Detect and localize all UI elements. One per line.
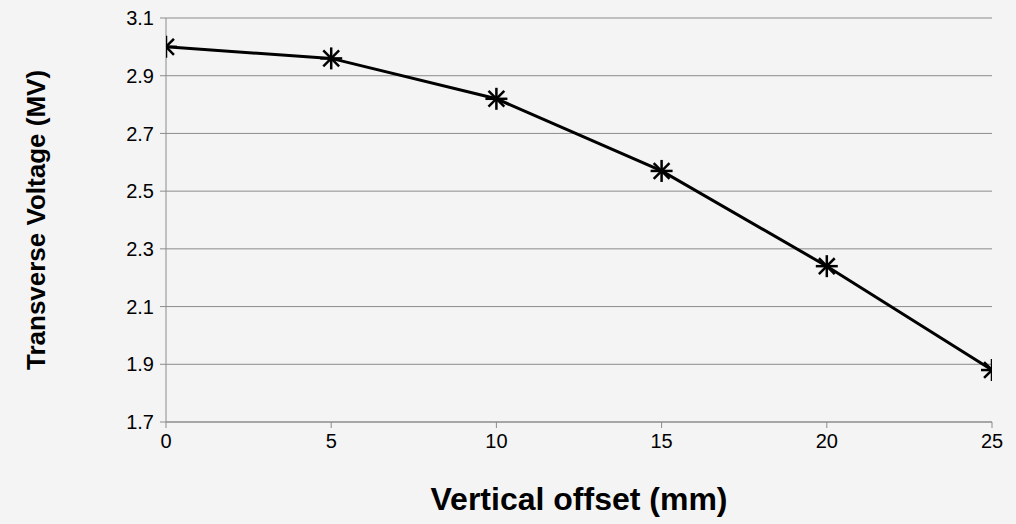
svg-text:5: 5 [326,430,337,452]
svg-text:2.1: 2.1 [126,296,154,318]
svg-text:15: 15 [650,430,672,452]
svg-text:2.5: 2.5 [126,180,154,202]
svg-text:25: 25 [981,430,1003,452]
svg-text:0: 0 [160,430,171,452]
svg-text:1.7: 1.7 [126,411,154,433]
svg-text:Transverse Voltage (MV): Transverse Voltage (MV) [21,70,51,370]
svg-text:Vertical offset (mm): Vertical offset (mm) [431,481,728,517]
svg-text:2.3: 2.3 [126,238,154,260]
svg-text:3.1: 3.1 [126,7,154,29]
svg-text:2.9: 2.9 [126,65,154,87]
svg-text:2.7: 2.7 [126,123,154,145]
svg-text:20: 20 [816,430,838,452]
svg-text:1.9: 1.9 [126,353,154,375]
svg-text:10: 10 [485,430,507,452]
